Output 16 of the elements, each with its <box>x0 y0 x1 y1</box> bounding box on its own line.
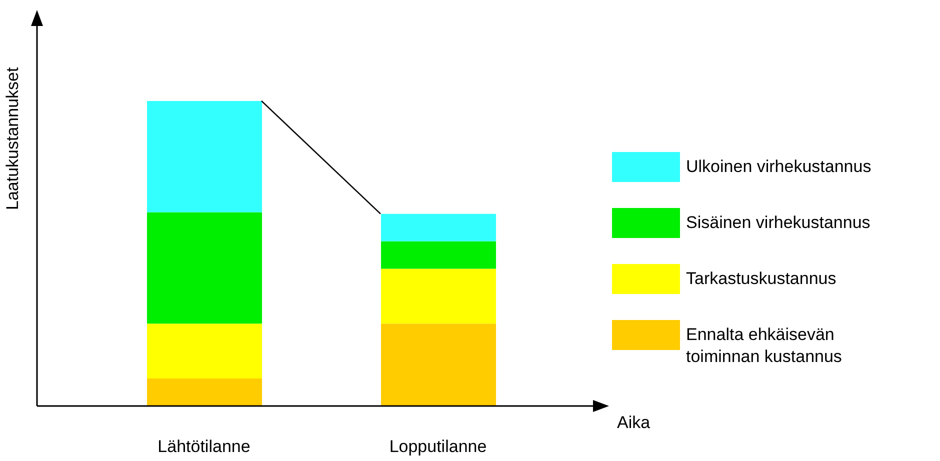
bar <box>381 324 496 406</box>
legend-label: Tarkastuskustannus <box>686 268 838 290</box>
legend-label: Ulkoinen virhekustannus <box>686 156 872 178</box>
bar <box>147 324 262 379</box>
bar <box>147 212 262 324</box>
x-tick-label: Lopputilanne <box>389 437 487 456</box>
bar <box>147 378 262 406</box>
bar <box>381 241 496 269</box>
x-tick-label: Lähtötilanne <box>158 437 250 456</box>
bar <box>381 214 496 242</box>
legend-label: Ennalta ehkäisevän toiminnan kustannus <box>686 324 843 368</box>
y-axis-title: Laatukustannukset <box>3 67 22 210</box>
bar <box>147 100 262 212</box>
x-axis-title: Aika <box>617 413 651 432</box>
legend-label: Sisäinen virhekustannus <box>686 212 872 234</box>
bar <box>381 268 496 324</box>
